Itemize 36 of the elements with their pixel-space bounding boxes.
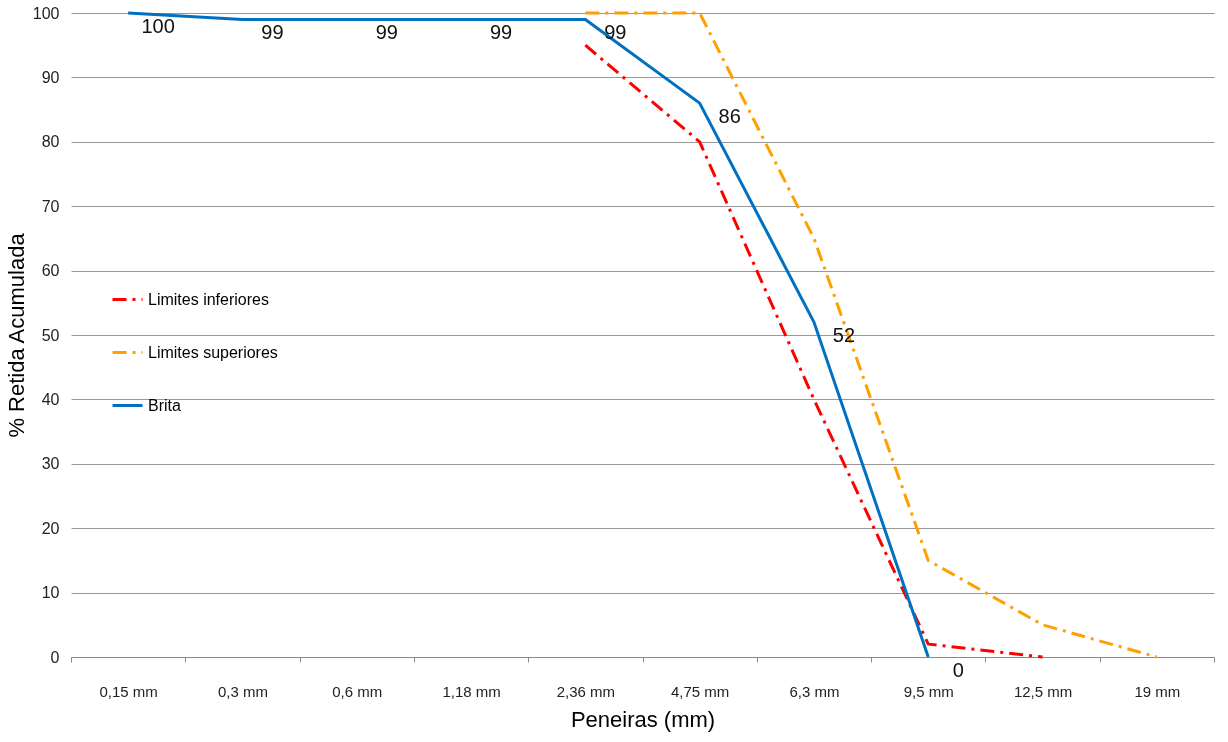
data-label: 0 — [952, 659, 964, 681]
data-label: 99 — [489, 21, 513, 44]
y-axis-title: % Retida Acumulada — [3, 232, 29, 438]
legend-label: Brita — [148, 396, 181, 414]
line-series — [126, 11, 930, 659]
data-label: 99 — [375, 21, 398, 44]
y-tick-label: 10 — [41, 584, 60, 602]
line-series — [583, 11, 1159, 659]
legend-label: Limites inferiores — [148, 290, 269, 308]
y-tick-label: 100 — [32, 4, 60, 22]
x-tick-label: 4,75 mm — [670, 682, 730, 700]
x-tick-label: 1,18 mm — [442, 682, 501, 700]
data-label: 99 — [604, 21, 627, 44]
y-tick-label: 20 — [41, 519, 60, 537]
line-series — [583, 43, 1045, 659]
x-tick-label: 0,3 mm — [217, 682, 268, 700]
y-tick-label: 0 — [50, 648, 60, 666]
data-label: 99 — [261, 21, 284, 44]
x-tick-label: 6,3 mm — [789, 682, 840, 700]
x-tick-label: 2,36 mm — [556, 682, 616, 700]
y-tick-label: 60 — [41, 262, 60, 280]
y-tick-label: 90 — [41, 68, 60, 86]
x-axis-title: Peneiras (mm) — [570, 706, 716, 732]
data-label: 100 — [141, 15, 175, 37]
y-tick-label: 70 — [41, 197, 60, 215]
x-tick-label: 19 mm — [1134, 682, 1181, 700]
x-tick-label: 12,5 mm — [1013, 682, 1073, 700]
data-label: 86 — [718, 105, 741, 128]
y-tick-label: 80 — [41, 133, 60, 151]
x-tick-label: 0,15 mm — [99, 682, 158, 700]
y-tick-label: 50 — [41, 326, 60, 344]
y-tick-label: 40 — [41, 390, 60, 408]
legend-label: Limites superiores — [148, 343, 278, 361]
y-tick-label: 30 — [41, 455, 60, 473]
x-tick-label: 9,5 mm — [903, 682, 954, 700]
x-tick-label: 0,6 mm — [332, 682, 383, 700]
